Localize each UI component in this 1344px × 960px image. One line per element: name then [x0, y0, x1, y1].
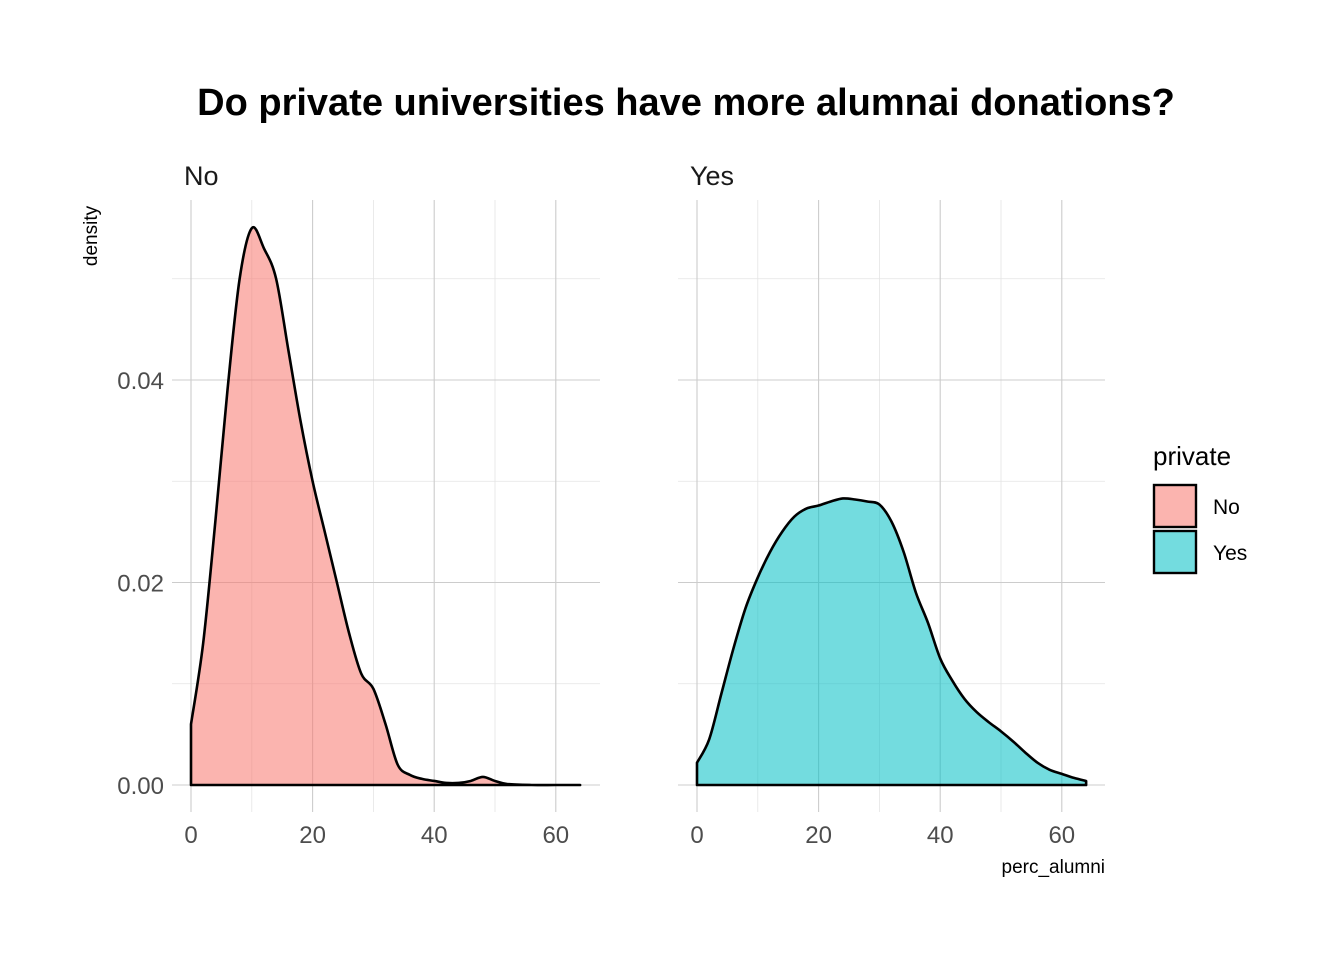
legend-label-no: No [1213, 496, 1240, 519]
legend-label-yes: Yes [1213, 542, 1247, 565]
y-tick-label: 0.02 [117, 571, 164, 598]
chart-title: Do private universities have more alumna… [197, 82, 1175, 124]
facet-strip-label: No [184, 161, 219, 191]
panel-no: No 0 20 40 60 0.00 0.02 0.04 [117, 161, 600, 849]
x-tick-label: 20 [805, 822, 832, 849]
panel-yes: Yes 0 20 40 60 [678, 161, 1105, 849]
y-axis-label: density [81, 205, 102, 266]
facet-strip-label: Yes [690, 161, 734, 191]
x-tick-label: 0 [184, 822, 197, 849]
x-tick-label: 0 [690, 822, 703, 849]
x-tick-label: 40 [927, 822, 954, 849]
x-tick-label: 60 [1048, 822, 1075, 849]
legend-title: private [1153, 441, 1231, 471]
density-area-yes [695, 497, 1088, 787]
legend: private No Yes [1152, 441, 1247, 575]
y-tick-label: 0.00 [117, 773, 164, 800]
x-tick-label: 20 [299, 822, 326, 849]
x-axis-label: perc_alumni [1002, 857, 1106, 878]
legend-key-no [1152, 483, 1198, 529]
x-tick-label: 40 [421, 822, 448, 849]
y-tick-label: 0.04 [117, 368, 164, 395]
legend-key-yes [1152, 529, 1198, 575]
density-area-no [189, 225, 582, 787]
x-tick-label: 60 [542, 822, 569, 849]
facet-panels: No 0 20 40 60 0.00 0.02 0.04 Yes 0 20 40 60 [117, 161, 1105, 849]
